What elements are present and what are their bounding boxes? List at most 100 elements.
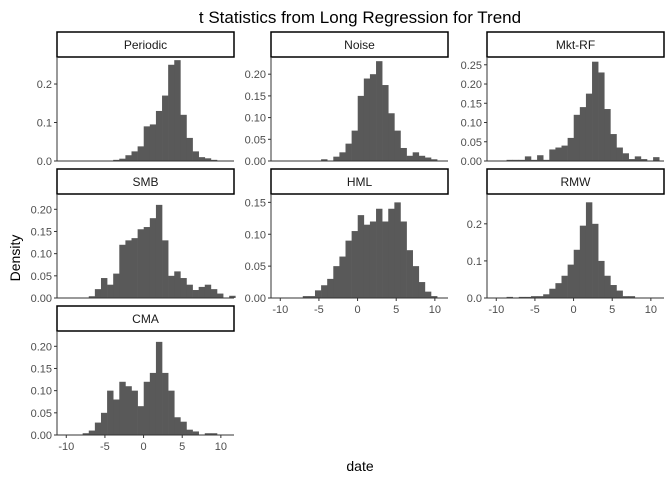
histogram-bar bbox=[125, 240, 132, 298]
facet-strip-label: RMW bbox=[561, 175, 592, 189]
y-tick-label: 0.10 bbox=[31, 386, 52, 398]
histogram-bar bbox=[162, 372, 169, 435]
y-tick-label: 0.20 bbox=[245, 69, 266, 81]
y-tick-label: 0.00 bbox=[245, 293, 266, 305]
y-tick-label: 0.05 bbox=[245, 134, 266, 146]
histogram-bar bbox=[155, 110, 163, 161]
histogram-bar bbox=[204, 433, 212, 435]
histogram-bar bbox=[168, 275, 175, 298]
histogram-bar bbox=[119, 381, 126, 435]
x-tick-label: 10 bbox=[215, 441, 227, 453]
y-tick-label: 0.20 bbox=[31, 341, 52, 353]
y-tick-label: 0.00 bbox=[31, 293, 52, 305]
y-tick-label: 0.20 bbox=[461, 79, 482, 91]
histogram-bar bbox=[598, 72, 605, 161]
x-tick-label: 5 bbox=[393, 304, 399, 316]
y-tick-label: 0.15 bbox=[245, 197, 266, 209]
histogram-bar bbox=[210, 289, 218, 298]
histogram-bar bbox=[180, 114, 187, 161]
facet-strip bbox=[270, 168, 449, 195]
histogram-bar bbox=[119, 244, 126, 298]
histogram-bar bbox=[168, 390, 175, 435]
histogram-bar bbox=[555, 283, 562, 298]
histogram-bar bbox=[327, 278, 334, 299]
histogram-bar bbox=[186, 137, 193, 161]
facet-panel-noise: Noise 0.00 0.05 0.10 0.15 0.20 bbox=[245, 31, 449, 168]
histogram-bar bbox=[406, 250, 413, 298]
facet-strip-label: Periodic bbox=[124, 38, 167, 52]
histogram-bar bbox=[530, 296, 538, 298]
histogram-bar bbox=[585, 202, 593, 298]
histogram-bar bbox=[149, 124, 157, 161]
facet-strip bbox=[56, 31, 235, 58]
x-tick-label: -10 bbox=[272, 304, 288, 316]
histogram-bar bbox=[616, 147, 623, 161]
histogram-bar bbox=[653, 157, 660, 161]
x-tick-label: -10 bbox=[488, 304, 504, 316]
chart-title: t Statistics from Long Regression for Tr… bbox=[199, 8, 521, 27]
y-tick-label: 0.10 bbox=[461, 118, 482, 130]
histogram-bar bbox=[573, 114, 581, 161]
histogram-bar bbox=[610, 285, 617, 298]
facet-panel-hml: HML 0.00 0.05 0.10 0.15 -10 -5 0 5 10 bbox=[245, 168, 449, 316]
y-tick-label: 0.15 bbox=[245, 91, 266, 103]
histogram-bar bbox=[530, 159, 538, 161]
histogram-bar bbox=[321, 285, 328, 298]
histogram-bar bbox=[149, 372, 157, 435]
histogram-bar bbox=[180, 278, 187, 298]
histogram-bar bbox=[333, 266, 340, 299]
x-axis-title: date bbox=[346, 458, 373, 474]
histogram-bar bbox=[198, 286, 206, 298]
y-tick-label: 0.2 bbox=[467, 219, 482, 231]
histogram-bar bbox=[363, 224, 371, 298]
facet-panel-periodic: Periodic 0.0 0.1 0.2 bbox=[37, 31, 235, 168]
y-tick-label: 0.1 bbox=[37, 118, 52, 130]
histogram-bar bbox=[308, 296, 316, 298]
histogram-bar bbox=[143, 126, 151, 161]
histogram-bar bbox=[592, 61, 599, 161]
histogram-bar bbox=[107, 284, 114, 298]
histogram-bar bbox=[592, 223, 599, 298]
histogram-bar bbox=[406, 155, 413, 161]
facet-strip-label: HML bbox=[347, 175, 373, 189]
histogram-bar bbox=[622, 153, 629, 161]
histogram-bar bbox=[198, 157, 206, 161]
histogram-bar bbox=[512, 159, 520, 161]
histogram-bar bbox=[431, 296, 438, 298]
histogram-bar bbox=[339, 256, 346, 298]
histogram-bar bbox=[168, 64, 175, 161]
histogram-bar bbox=[363, 78, 371, 161]
y-tick-label: 0.10 bbox=[31, 249, 52, 261]
y-tick-label: 0.2 bbox=[37, 79, 52, 91]
histogram-bar bbox=[339, 152, 346, 161]
facet-panels: Periodic0.00.10.2Noise0.000.050.100.150.… bbox=[31, 31, 665, 453]
histogram-bar bbox=[314, 290, 322, 298]
histogram-bar bbox=[382, 85, 389, 161]
histogram-bar bbox=[137, 146, 145, 161]
histogram-bar bbox=[616, 290, 623, 298]
histogram-bar bbox=[400, 221, 407, 298]
histogram-bar bbox=[174, 60, 181, 161]
y-tick-label: 0.20 bbox=[31, 204, 52, 216]
histogram-bar bbox=[321, 159, 328, 161]
x-tick-label: 10 bbox=[429, 304, 441, 316]
x-tick-label: -5 bbox=[314, 304, 324, 316]
histogram-bar bbox=[357, 215, 365, 299]
histogram-bar bbox=[137, 229, 145, 298]
histogram-bar bbox=[192, 431, 199, 435]
y-tick-label: 0.0 bbox=[467, 293, 482, 305]
x-tick-label: 0 bbox=[355, 304, 361, 316]
facet-strip bbox=[486, 168, 665, 195]
histogram-bar bbox=[113, 399, 120, 435]
histogram-bar bbox=[388, 113, 395, 161]
histogram-bar bbox=[579, 107, 587, 161]
histogram-bar bbox=[82, 433, 90, 435]
x-tick-label: 5 bbox=[179, 441, 185, 453]
histogram-bar bbox=[155, 341, 163, 435]
histogram-bar bbox=[217, 293, 224, 298]
histogram-bar bbox=[351, 231, 359, 298]
y-tick-label: 0.00 bbox=[245, 156, 266, 168]
histogram-bar bbox=[537, 296, 544, 298]
histogram-bar bbox=[131, 238, 138, 298]
